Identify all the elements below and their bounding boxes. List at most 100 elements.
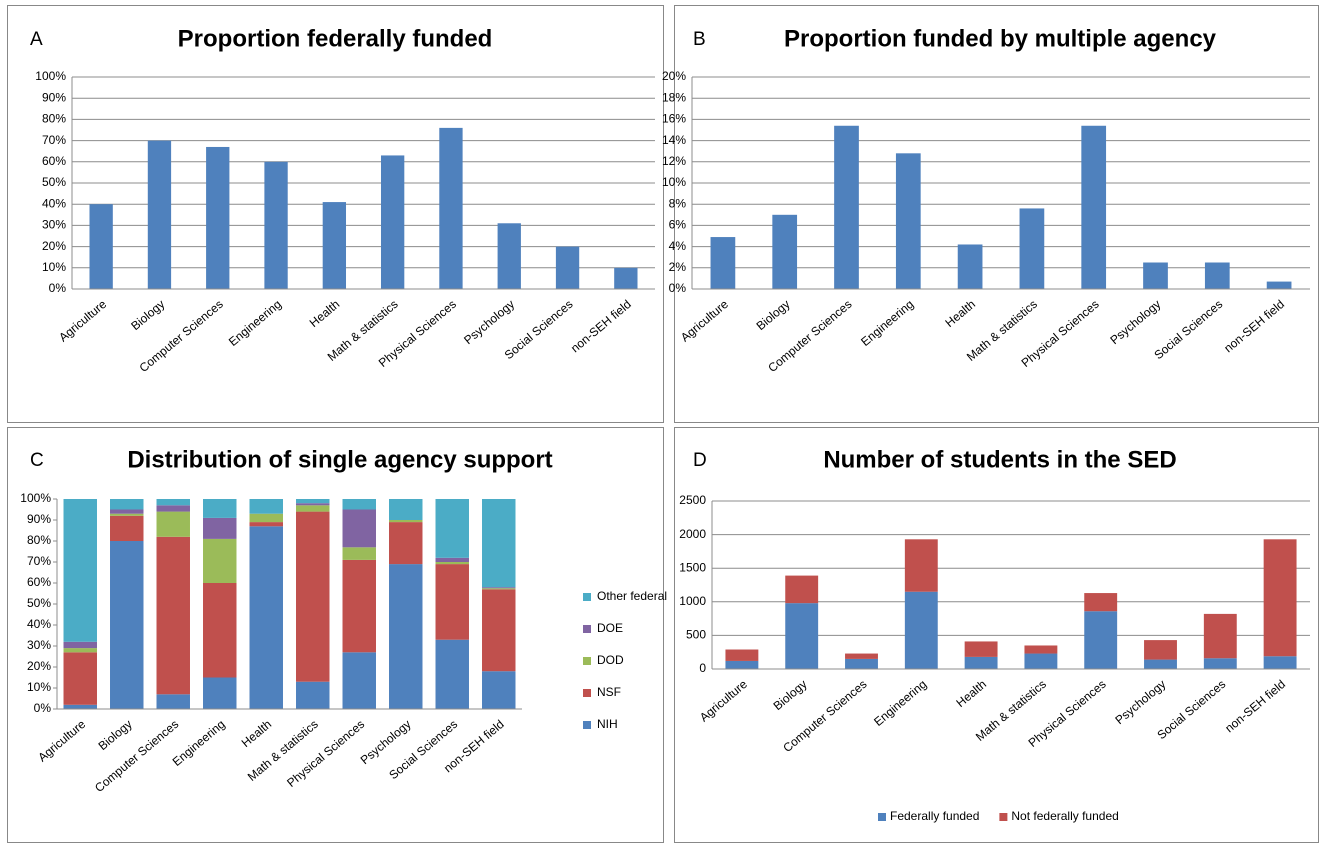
bar-segment — [110, 499, 144, 510]
y-tick-label: 50% — [27, 596, 51, 610]
y-tick-label: 14% — [662, 133, 686, 147]
bar-segment — [785, 603, 819, 669]
y-tick-label: 2% — [669, 260, 687, 274]
bar-segment — [342, 559, 376, 653]
bar-segment — [156, 499, 190, 506]
legend-label: Not federally funded — [1011, 809, 1118, 823]
y-tick-label: 0 — [699, 661, 706, 675]
bar-segment — [482, 589, 516, 672]
bar-segment — [964, 641, 998, 657]
legend-label: Other federal — [597, 589, 667, 603]
bar-segment — [156, 694, 190, 709]
bar-segment — [482, 587, 516, 589]
bar-segment — [156, 505, 190, 512]
bar — [206, 146, 230, 289]
bar — [264, 161, 288, 289]
y-tick-label: 8% — [669, 196, 687, 210]
bar-segment — [389, 522, 423, 565]
bar-segment — [1084, 611, 1118, 669]
bar-segment — [156, 511, 190, 537]
bar-segment — [389, 499, 423, 520]
y-tick-label: 6% — [669, 218, 687, 232]
y-tick-label: 80% — [42, 112, 66, 126]
bar-segment — [1203, 613, 1237, 659]
bar-segment — [435, 564, 469, 640]
legend-swatch — [583, 625, 591, 633]
y-tick-label: 1000 — [679, 594, 706, 608]
bar-segment — [110, 515, 144, 541]
legend-swatch — [999, 813, 1008, 821]
legend-label: DOE — [597, 621, 623, 635]
bar-segment — [785, 575, 819, 604]
bar-segment — [389, 564, 423, 709]
y-tick-label: 1500 — [679, 560, 706, 574]
legend-swatch — [878, 813, 886, 821]
bar-segment — [203, 677, 237, 709]
bar-segment — [435, 562, 469, 565]
bar — [772, 214, 798, 289]
bar-segment — [1144, 659, 1177, 669]
bar-segment — [435, 557, 469, 562]
bar-segment — [1144, 640, 1177, 660]
bar — [89, 204, 113, 289]
y-tick-label: 90% — [27, 512, 51, 526]
bar-segment — [1084, 593, 1118, 612]
y-tick-label: 4% — [669, 239, 687, 253]
bar-segment — [1263, 539, 1297, 657]
y-tick-label: 2500 — [679, 493, 706, 507]
y-tick-label: 12% — [662, 154, 686, 168]
legend-label: NIH — [597, 717, 618, 731]
y-tick-label: 100% — [20, 491, 51, 505]
y-tick-label: 20% — [662, 69, 686, 83]
bar-segment — [296, 505, 330, 512]
bar — [1204, 262, 1230, 289]
y-tick-label: 20% — [27, 659, 51, 673]
bar-segment — [964, 656, 998, 669]
y-tick-label: 60% — [27, 575, 51, 589]
y-tick-label: 10% — [662, 175, 686, 189]
bar-segment — [249, 526, 283, 709]
bar — [322, 202, 347, 289]
chart-title: Distribution of single agency support — [127, 446, 552, 473]
bar-segment — [389, 520, 423, 523]
y-tick-label: 2000 — [679, 527, 706, 541]
panel-label: A — [30, 29, 43, 50]
panel-frame — [674, 5, 1319, 423]
bar-segment — [845, 653, 878, 659]
bar-segment — [1263, 656, 1297, 669]
bar-segment — [203, 499, 237, 518]
y-tick-label: 60% — [42, 154, 66, 168]
bar-segment — [296, 681, 330, 709]
y-tick-label: 500 — [686, 628, 706, 642]
bar-segment — [342, 509, 376, 548]
bar-segment — [725, 660, 759, 669]
bar-segment — [482, 671, 516, 709]
y-tick-label: 80% — [27, 533, 51, 547]
bar — [614, 267, 638, 289]
y-tick-label: 40% — [27, 617, 51, 631]
y-tick-label: 0% — [669, 281, 687, 295]
bar-segment — [203, 517, 237, 539]
legend-label: NSF — [597, 685, 621, 699]
bar-segment — [904, 591, 938, 669]
bar — [380, 155, 405, 289]
bar-segment — [342, 652, 376, 709]
legend-swatch — [583, 657, 591, 665]
legend-label: Federally funded — [890, 809, 979, 823]
bar — [439, 127, 463, 289]
bar — [1019, 208, 1045, 289]
panel-frame — [7, 5, 664, 423]
panel-label: B — [693, 29, 706, 50]
bar-segment — [249, 522, 283, 527]
bar-segment — [110, 513, 144, 516]
bar — [957, 244, 983, 289]
y-tick-label: 70% — [27, 554, 51, 568]
chart-title: Proportion funded by multiple agency — [784, 25, 1217, 52]
chart-title: Proportion federally funded — [178, 25, 493, 52]
legend-swatch — [583, 689, 591, 697]
bar-segment — [296, 499, 330, 504]
legend-swatch — [583, 593, 591, 601]
legend-swatch — [583, 721, 591, 729]
y-tick-label: 50% — [42, 175, 66, 189]
bar — [147, 140, 172, 289]
